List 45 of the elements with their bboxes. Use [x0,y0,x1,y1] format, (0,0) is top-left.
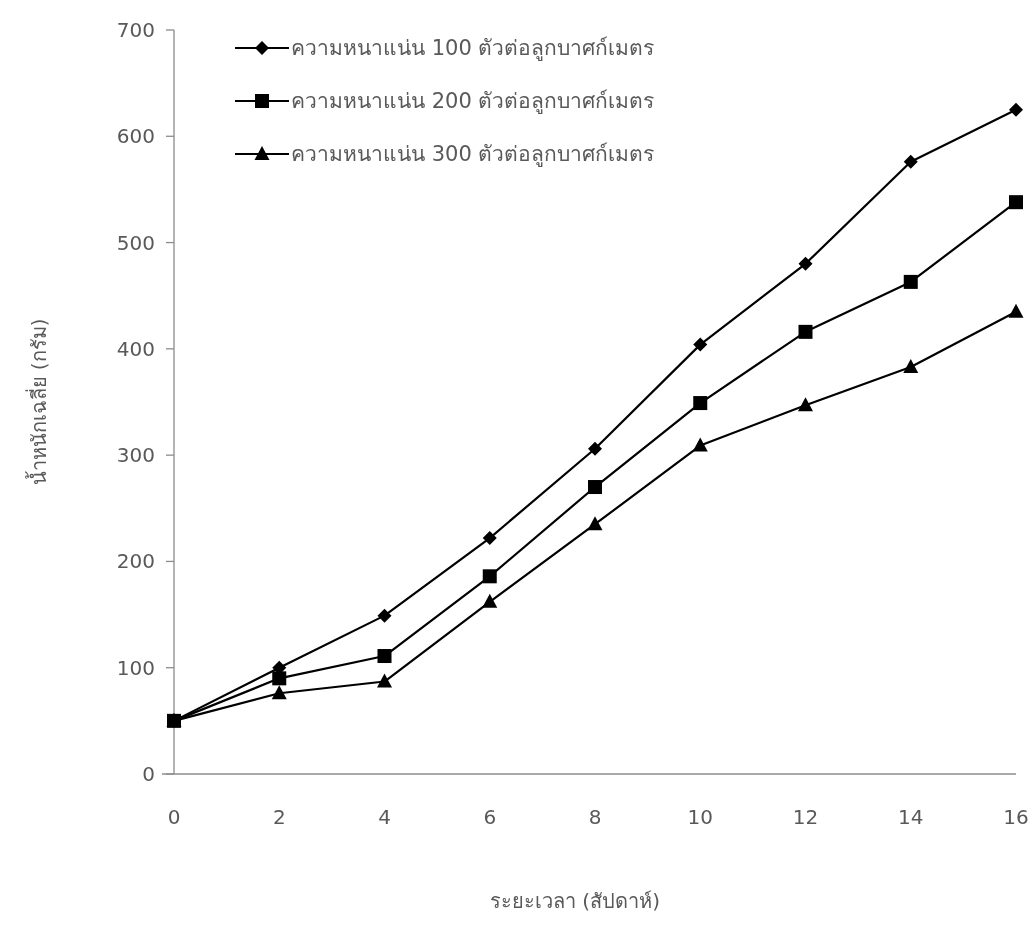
point [798,397,813,412]
x-tick-label: 10 [687,805,713,829]
point [903,274,918,289]
legend-label: ความหนาแน่น 200 ตัวต่อลูกบาศก์เมตร [291,89,655,114]
y-tick-label: 300 [116,443,155,468]
point [903,358,919,373]
y-tick-label: 100 [116,655,155,680]
point [588,480,602,495]
x-tick-label: 4 [378,805,391,829]
x-tick-label: 8 [588,805,602,829]
y-tick-label: 700 [116,18,155,42]
point [272,671,287,686]
point [693,337,708,352]
legend-label: ความหนาแน่น 300 ตัวต่อลูกบาศก์เมตร [291,142,655,167]
x-tick-label: 14 [898,805,924,829]
point [377,608,392,623]
x-axis-title: ระยะเวลา (สัปดาห์) [490,889,660,913]
point [693,396,708,411]
point [482,569,497,584]
y-axis-title: น้ำหนักเฉลี่ย (กรัม) [25,318,51,486]
point [692,437,708,452]
y-tick-label: 500 [116,230,155,255]
point [271,685,287,700]
y-tick-label: 0 [142,762,155,786]
x-tick-label: 16 [1003,805,1029,829]
y-tick-label: 600 [116,124,155,149]
point [903,154,918,169]
point [1009,102,1023,117]
point [482,593,498,608]
point [377,673,392,688]
point [798,256,813,271]
y-tick-label: 400 [116,336,155,361]
x-tick-label: 0 [167,805,181,829]
legend-label: ความหนาแน่น 100 ตัวต่อลูกบาศก์เมตร [291,36,655,61]
point [587,516,603,531]
x-tick-label: 2 [272,805,286,829]
point [1009,195,1023,210]
point [798,324,813,339]
x-tick-label: 6 [483,805,497,829]
x-tick-label: 12 [792,805,819,829]
point [1008,303,1024,318]
point [377,649,392,664]
point [588,441,602,456]
y-tick-label: 200 [116,549,155,574]
point [482,531,497,546]
